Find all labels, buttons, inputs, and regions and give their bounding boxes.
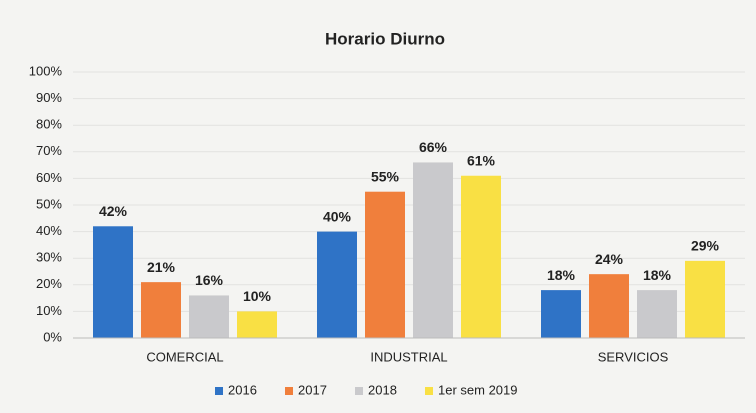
y-tick-label: 40%	[36, 223, 62, 238]
x-tick-label: INDUSTRIAL	[370, 349, 447, 364]
chart-title: Horario Diurno	[325, 29, 445, 48]
y-tick-label: 10%	[36, 303, 62, 318]
bar	[637, 290, 677, 338]
value-label: 42%	[99, 203, 128, 219]
value-label: 40%	[323, 208, 352, 224]
y-tick-label: 20%	[36, 276, 62, 291]
bar	[189, 295, 229, 338]
value-label: 18%	[643, 267, 672, 283]
value-label: 61%	[467, 152, 496, 168]
bar	[237, 311, 277, 338]
y-tick-label: 70%	[36, 143, 62, 158]
bar	[365, 191, 405, 338]
bar	[317, 231, 357, 338]
value-label: 55%	[371, 168, 400, 184]
value-label: 66%	[419, 139, 448, 155]
legend-label: 1er sem 2019	[438, 382, 518, 397]
y-tick-label: 60%	[36, 170, 62, 185]
value-label: 18%	[547, 267, 576, 283]
value-label: 24%	[595, 251, 624, 267]
x-tick-label: COMERCIAL	[146, 349, 223, 364]
legend-swatch	[425, 387, 433, 395]
legend-swatch	[355, 387, 363, 395]
legend-label: 2018	[368, 382, 397, 397]
value-label: 16%	[195, 272, 224, 288]
value-label: 21%	[147, 259, 176, 275]
bar	[141, 282, 181, 338]
bar	[93, 226, 133, 338]
legend-label: 2016	[228, 382, 257, 397]
bar	[541, 290, 581, 338]
x-tick-label: SERVICIOS	[598, 349, 669, 364]
y-tick-label: 80%	[36, 117, 62, 132]
y-tick-label: 100%	[29, 63, 63, 78]
legend-swatch	[285, 387, 293, 395]
legend-label: 2017	[298, 382, 327, 397]
legend-swatch	[215, 387, 223, 395]
value-label: 10%	[243, 288, 272, 304]
bar	[685, 260, 725, 338]
bar	[413, 162, 453, 338]
value-label: 29%	[691, 238, 720, 254]
bar	[461, 175, 501, 338]
y-tick-label: 50%	[36, 196, 62, 211]
bar	[589, 274, 629, 338]
y-tick-label: 30%	[36, 250, 62, 265]
y-tick-label: 90%	[36, 90, 62, 105]
y-tick-label: 0%	[43, 329, 62, 344]
